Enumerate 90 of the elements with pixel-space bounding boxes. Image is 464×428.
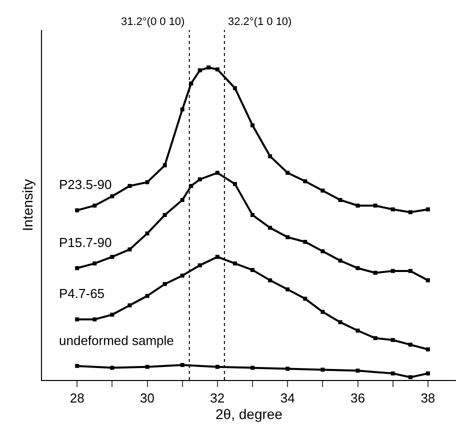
point xyxy=(390,207,395,212)
point xyxy=(303,179,308,184)
point xyxy=(286,287,290,292)
x-tick-label: 38 xyxy=(420,390,436,406)
point xyxy=(408,342,412,347)
point xyxy=(75,208,80,212)
point xyxy=(232,261,237,266)
x-tick-label: 28 xyxy=(70,390,84,406)
point xyxy=(92,317,97,322)
point xyxy=(390,371,395,376)
point xyxy=(250,123,255,128)
point xyxy=(198,263,202,268)
point xyxy=(110,194,114,198)
point xyxy=(303,240,308,244)
point xyxy=(268,154,272,158)
point xyxy=(232,182,237,186)
point xyxy=(373,336,378,340)
point xyxy=(128,303,132,308)
y-axis-title: Intensity xyxy=(20,178,36,232)
point xyxy=(232,86,237,90)
point xyxy=(92,261,97,266)
point xyxy=(426,278,430,282)
series-label: P23.5-90 xyxy=(59,177,112,192)
point xyxy=(268,278,272,282)
point xyxy=(356,204,360,208)
point xyxy=(408,210,412,214)
point xyxy=(338,320,342,324)
x-tick-label: 36 xyxy=(350,390,365,406)
point xyxy=(250,268,255,272)
point xyxy=(215,254,220,259)
point xyxy=(180,363,184,367)
point xyxy=(356,266,360,270)
point xyxy=(145,231,150,236)
point xyxy=(426,371,430,376)
point xyxy=(320,188,325,193)
point xyxy=(128,247,132,252)
point xyxy=(198,68,202,72)
x-axis-title: 2θ, degree xyxy=(216,406,283,422)
point xyxy=(286,170,290,175)
point xyxy=(426,347,430,352)
point xyxy=(110,254,114,259)
point xyxy=(145,294,150,298)
point xyxy=(180,107,184,112)
point xyxy=(198,177,202,182)
ref-line-label: 31.2°(0 0 10) xyxy=(121,16,185,28)
point xyxy=(408,268,412,273)
point xyxy=(75,317,80,322)
point xyxy=(338,198,342,202)
point xyxy=(162,163,167,168)
point xyxy=(145,364,150,369)
point xyxy=(250,366,255,370)
point xyxy=(215,67,220,72)
point xyxy=(110,312,114,317)
point xyxy=(286,235,290,240)
point xyxy=(75,266,80,270)
point xyxy=(268,226,272,230)
ref-line-label: 32.2°(1 0 10) xyxy=(228,16,292,28)
series-label: P15.7-90 xyxy=(59,235,112,250)
series-label: P4.7-65 xyxy=(59,286,105,301)
point xyxy=(408,375,412,380)
point xyxy=(373,270,378,275)
x-tick-label: 30 xyxy=(140,390,154,406)
point xyxy=(162,282,167,286)
point xyxy=(206,66,211,70)
point xyxy=(75,364,80,368)
point xyxy=(110,366,114,370)
point xyxy=(338,258,342,263)
point xyxy=(320,368,325,372)
x-tick-label: 34 xyxy=(280,390,295,406)
point xyxy=(320,310,325,314)
point xyxy=(250,213,255,217)
point xyxy=(320,249,325,254)
point xyxy=(215,170,220,175)
point xyxy=(356,368,360,373)
point xyxy=(390,268,395,273)
point xyxy=(92,204,97,208)
series-label: undeformed sample xyxy=(59,333,174,348)
point xyxy=(426,207,430,212)
point xyxy=(303,296,308,301)
point xyxy=(373,204,378,208)
point xyxy=(128,184,132,188)
point xyxy=(145,180,150,184)
point xyxy=(180,274,184,278)
point xyxy=(356,328,360,333)
point xyxy=(286,366,290,371)
point xyxy=(180,198,184,202)
point xyxy=(215,364,220,369)
point xyxy=(390,338,395,342)
point xyxy=(162,213,167,217)
x-tick-label: 32 xyxy=(210,390,225,406)
